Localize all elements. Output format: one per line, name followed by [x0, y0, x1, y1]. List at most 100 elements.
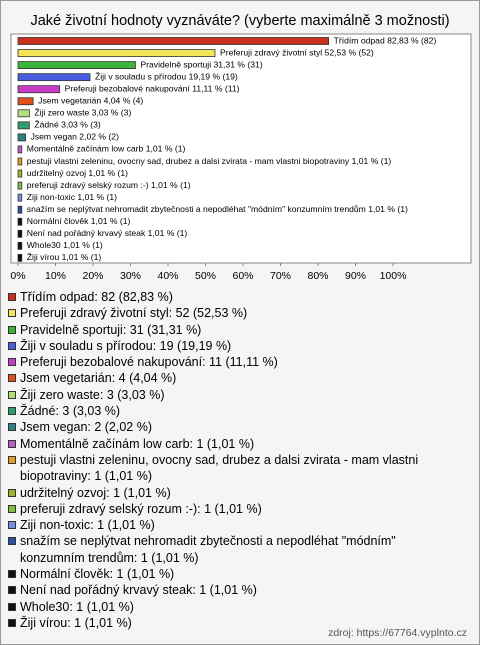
- legend-label: Žiji v souladu s přírodou: 19 (19,19 %): [20, 338, 232, 353]
- x-tick-label: 50%: [195, 270, 216, 282]
- legend: Třídím odpad: 82 (82,83 %) Preferuji zdra…: [8, 289, 448, 631]
- bar: [17, 37, 330, 45]
- bar-label: Žiji vírou 1,01 % (1): [27, 252, 102, 262]
- legend-swatch: [8, 504, 16, 513]
- legend-item: snažím se neplýtvat nehromadit zbytečnos…: [8, 533, 448, 566]
- legend-label: Momentálně začínám low carb: 1 (1,01 %): [20, 436, 255, 451]
- legend-item: Jsem vegetarián: 4 (4,04 %): [8, 370, 448, 386]
- x-tick-label: 20%: [82, 270, 103, 282]
- bar: [17, 145, 23, 154]
- bar-label: Žiji v souladu s přírodou 19,19 % (19): [95, 71, 238, 81]
- legend-swatch: [8, 570, 16, 579]
- bar-label: Ziji non-toxic 1,01 % (1): [27, 192, 117, 202]
- bar-label: preferuji zdravý selský rozum :-) 1,01 %…: [27, 180, 191, 190]
- legend-item: Normální člověk: 1 (1,01 %): [8, 566, 448, 582]
- legend-swatch: [8, 309, 16, 318]
- bar-label: pestuji vlastni zeleninu, ovocny sad, dr…: [27, 156, 392, 166]
- bar: [17, 73, 91, 82]
- x-tick-label: 30%: [120, 270, 141, 282]
- chart-title: Jaké životní hodnoty vyznáváte? (vyberte…: [30, 13, 449, 29]
- bar-label: Žiji zero waste 3,03 % (3): [34, 108, 131, 118]
- legend-swatch: [8, 390, 16, 399]
- legend-swatch: [8, 341, 16, 350]
- legend-label: Žiji zero waste: 3 (3,03 %): [20, 387, 165, 402]
- legend-item: Žiji zero waste: 3 (3,03 %): [8, 387, 448, 403]
- bar: [17, 109, 30, 118]
- bar-label: udržitelný ozvoj 1,01 % (1): [27, 168, 128, 178]
- bar-label: Preferuji zdravý životní styl 52,53 % (5…: [220, 47, 374, 57]
- x-tick-label: 70%: [270, 270, 291, 282]
- legend-item: Žiji v souladu s přírodou: 19 (19,19 %): [8, 338, 448, 354]
- legend-item: Ziji non-toxic: 1 (1,01 %): [8, 517, 448, 533]
- bar-label: Žádné 3,03 % (3): [34, 120, 101, 130]
- legend-item: Preferuji bezobalové nakupování: 11 (11,…: [8, 354, 448, 370]
- legend-swatch: [8, 618, 16, 627]
- legend-swatch: [8, 374, 16, 383]
- bar: [17, 49, 216, 57]
- legend-item: preferuji zdravý selský rozum :-): 1 (1,…: [8, 501, 448, 517]
- x-tick-label: 10%: [45, 270, 66, 282]
- legend-swatch: [8, 537, 16, 546]
- legend-label: Třídím odpad: 82 (82,83 %): [20, 290, 173, 304]
- bar: [17, 85, 61, 94]
- legend-swatch: [8, 521, 16, 530]
- legend-swatch: [8, 293, 16, 301]
- bar: [17, 205, 23, 214]
- bar: [17, 229, 23, 238]
- bar-label: Jsem vegan 2,02 % (2): [31, 132, 120, 142]
- bar-label: Není nad pořádný krvavý steak 1,01 % (1): [27, 228, 188, 238]
- legend-swatch: [8, 602, 16, 611]
- source: zdroj: https://67764.vyplnto.cz: [328, 627, 467, 639]
- legend-swatch: [8, 439, 16, 448]
- bar: [17, 157, 23, 166]
- legend-label: snažím se neplýtvat nehromadit zbytečnos…: [20, 534, 396, 565]
- bar: [17, 133, 26, 142]
- legend-label: Jsem vegan: 2 (2,02 %): [20, 420, 153, 435]
- legend-item: pestuji vlastni zeleninu, ovocny sad, dr…: [8, 452, 448, 485]
- bar: [17, 193, 23, 202]
- x-tick-label: 40%: [157, 270, 178, 282]
- bar-label: Jsem vegetarián 4,04 % (4): [38, 96, 143, 106]
- legend-label: udržitelný ozvoj: 1 (1,01 %): [20, 485, 171, 500]
- legend-label: Žádné: 3 (3,03 %): [20, 404, 121, 419]
- bar: [17, 121, 30, 130]
- legend-swatch: [8, 586, 16, 595]
- bar-label: Whole30 1,01 % (1): [27, 240, 103, 250]
- legend-swatch: [8, 423, 16, 432]
- bar-label: Třídím odpad 82,83 % (82): [334, 35, 437, 45]
- x-tick-label: 0%: [10, 270, 25, 282]
- bar: [17, 181, 23, 190]
- legend-item: udržitelný ozvoj: 1 (1,01 %): [8, 485, 448, 501]
- legend-swatch: [8, 455, 16, 464]
- bar: [17, 217, 23, 226]
- legend-item: Žiji vírou: 1 (1,01 %): [8, 615, 448, 631]
- bar: [17, 253, 23, 262]
- legend-swatch: [8, 325, 16, 334]
- legend-item: Žádné: 3 (3,03 %): [8, 403, 448, 419]
- legend-item: Jsem vegan: 2 (2,02 %): [8, 419, 448, 435]
- bar-label: Preferuji bezobalové nakupování 11,11 % …: [65, 83, 240, 93]
- legend-label: Preferuji zdravý životní styl: 52 (52,53…: [20, 306, 248, 321]
- legend-label: preferuji zdravý selský rozum :-): 1 (1,…: [20, 501, 262, 516]
- legend-label: Jsem vegetarián: 4 (4,04 %): [20, 371, 177, 386]
- legend-label: Není nad pořádný krvavý steak: 1 (1,01 %…: [20, 583, 257, 598]
- bar: [17, 61, 136, 69]
- bar-label: Momentálně začínám low carb 1,01 % (1): [27, 144, 186, 154]
- legend-label: Žiji vírou: 1 (1,01 %): [20, 615, 132, 630]
- bar: [17, 241, 23, 250]
- x-tick-label: 60%: [232, 270, 253, 282]
- legend-label: pestuji vlastni zeleninu, ovocny sad, dr…: [20, 452, 419, 484]
- legend-label: Pravidelně sportuji: 31 (31,31 %): [20, 322, 202, 337]
- legend-item: Whole30: 1 (1,01 %): [8, 599, 448, 615]
- legend-item: Pravidelně sportuji: 31 (31,31 %): [8, 322, 448, 338]
- legend-item: Preferuji zdravý životní styl: 52 (52,53…: [8, 305, 448, 321]
- x-tick-label: 90%: [345, 270, 366, 282]
- legend-swatch: [8, 488, 16, 497]
- chart: Jaké životní hodnoty vyznáváte? (vyberte…: [10, 13, 472, 282]
- legend-item: Není nad pořádný krvavý steak: 1 (1,01 %…: [8, 582, 448, 598]
- legend-label: Preferuji bezobalové nakupování: 11 (11,…: [20, 355, 278, 370]
- bar-label: Pravidelně sportuji 31,31 % (31): [140, 59, 262, 69]
- legend-item: Třídím odpad: 82 (82,83 %): [8, 289, 448, 305]
- legend-label: Ziji non-toxic: 1 (1,01 %): [20, 518, 155, 533]
